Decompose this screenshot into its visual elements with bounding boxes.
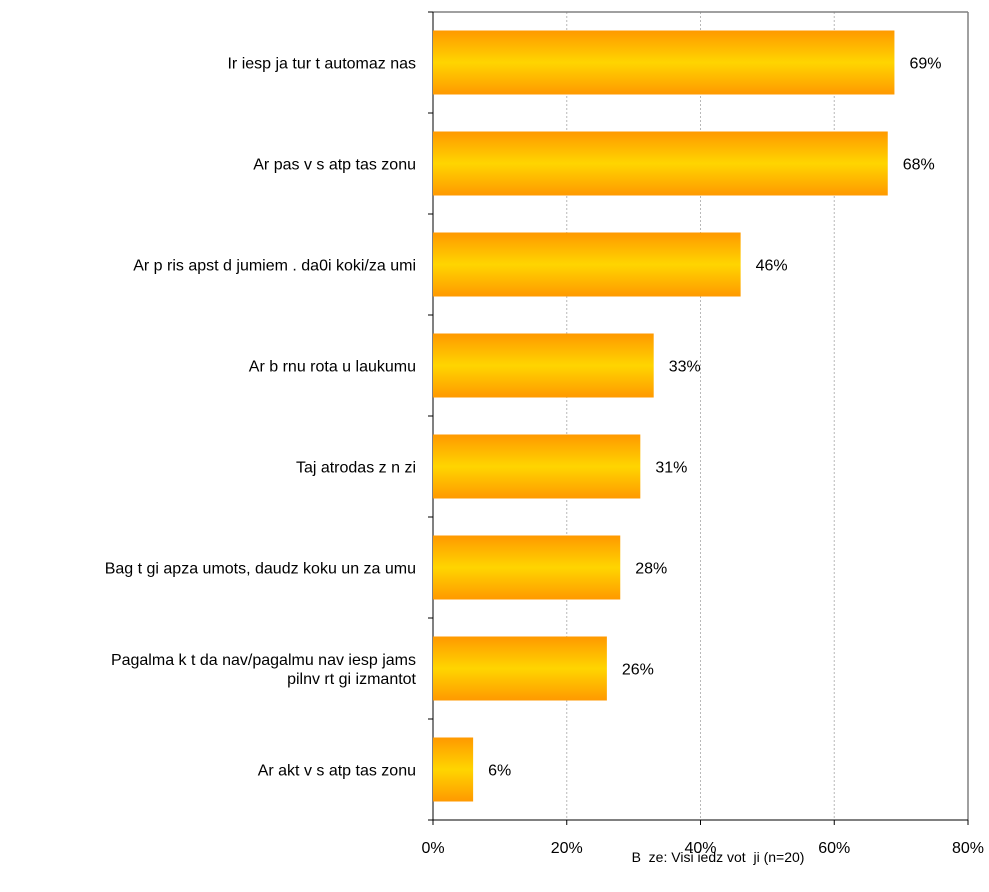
x-axis-ticks: 0% 20% 40% 60% 80% (421, 820, 984, 857)
category-label: Ar akt v s atp tas zonu (258, 763, 416, 780)
data-label: 28% (635, 561, 667, 578)
data-label: 6% (488, 763, 511, 780)
bar (433, 333, 654, 398)
x-tick-label: 20% (551, 840, 583, 857)
bars (433, 30, 895, 802)
category-label: Ar pas v s atp tas zonu (253, 157, 416, 174)
bar (433, 30, 895, 95)
category-label: Taj atrodas z n zi (296, 460, 416, 477)
data-label: 46% (756, 258, 788, 275)
category-label: Ar p ris apst d jumiem . da0i koki/za um… (133, 258, 416, 275)
base-footnote: B ze: Visi iedz vot ji (n=20) (631, 849, 805, 865)
bar (433, 737, 474, 802)
data-label: 26% (622, 662, 654, 679)
bar (433, 232, 741, 297)
category-label: Pagalma k t da nav/pagalmu nav iesp jams (111, 652, 416, 669)
bar (433, 131, 888, 196)
category-label: Ar b rnu rota u laukumu (249, 359, 416, 376)
category-label: pilnv rt gi izmantot (287, 671, 416, 688)
x-tick-label: 80% (952, 840, 984, 857)
x-tick-label: 60% (818, 840, 850, 857)
bar (433, 636, 607, 701)
data-label: 33% (669, 359, 701, 376)
x-tick-label: 0% (421, 840, 444, 857)
x-tick-label: 40% (684, 840, 716, 857)
category-label: Ir iesp ja tur t automaz nas (227, 56, 416, 73)
data-label: 68% (903, 157, 935, 174)
data-label: 31% (655, 460, 687, 477)
category-label: Bag t gi apza umots, daudz koku un za um… (105, 561, 416, 578)
category-labels: 69% Ir iesp ja tur t automaz nas 68% Ar pas… (105, 56, 942, 780)
bar (433, 434, 641, 499)
data-label: 69% (909, 56, 941, 73)
bar (433, 535, 621, 600)
